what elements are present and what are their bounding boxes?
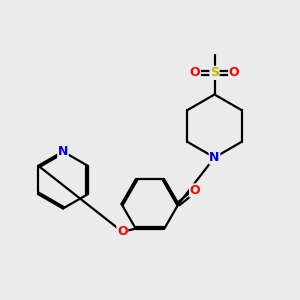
Text: N: N xyxy=(58,145,68,158)
Text: O: O xyxy=(117,225,128,238)
Text: N: N xyxy=(209,151,220,164)
Text: O: O xyxy=(229,66,239,80)
Text: O: O xyxy=(190,184,200,197)
Text: S: S xyxy=(210,66,219,80)
Text: O: O xyxy=(190,66,200,80)
